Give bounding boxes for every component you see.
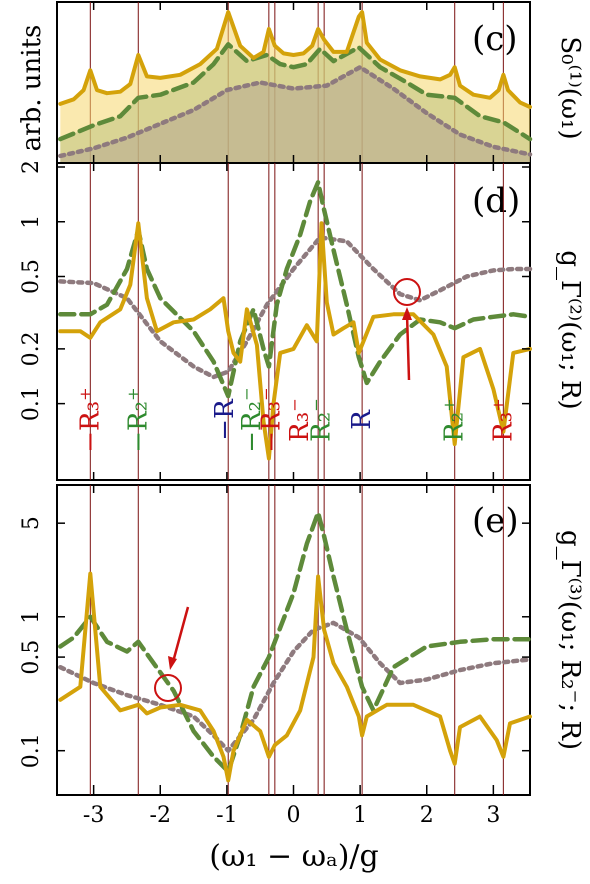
annotation-arrowhead-d [402,307,412,320]
ytick-label-e-1: 0.5 [19,640,44,675]
area-fill-dashed [60,44,530,163]
panel-c-letter: (c) [472,19,518,59]
resonance-label-2: −R [210,398,240,441]
ytick-label-d-2: 0.5 [19,259,44,294]
panel-e-plot [58,485,533,795]
resonance-label-9: R₃⁺ [488,398,518,442]
series-line-e-dotted [58,620,533,753]
xtick-label-1: -2 [150,803,171,828]
resonance-label-3: −R₂⁻ [237,387,267,453]
xtick-label-6: 3 [486,803,500,828]
panel-c: (c) arb. units S₀⁽¹⁾(ω₁) [17,1,585,164]
area-fill-dotted [60,67,530,163]
panel-d-resonance-labels: −R₃⁺ −R₂⁺ −R−R₂⁻−R₃⁻R₃⁻R₂⁻ R R₂⁺ R₃⁺ [75,387,518,453]
resonance-label-0: −R₃⁺ [75,387,105,453]
annotation-d [393,278,421,381]
ytick-label-e-2: 1 [19,610,44,624]
resonance-label-7: R [347,409,377,430]
ytick-label-d-0: 0.1 [19,386,44,421]
xtick-label-4: 1 [353,803,367,828]
annotation-arrow-d [405,313,411,381]
x-axis-label: (ω₁ − ωₐ)/g [209,839,378,874]
xtick-label-5: 2 [420,803,434,828]
panel-e-letter: (e) [472,501,519,541]
panel-c-right-label: S₀⁽¹⁾(ω₁) [555,36,585,139]
series-line-e-solid [58,571,532,783]
series-line-d-solid [58,221,532,461]
resonance-label-4: −R₃⁻ [257,387,287,453]
panel-d-yticks: 0.1 0.2 0.5 1 2 [19,160,530,421]
xtick-label-0: -3 [83,803,104,828]
series-line-d-dotted [58,235,533,380]
resonance-label-8: R₂⁺ [440,398,470,442]
annotation-circle-d [393,278,421,306]
ytick-label-e-3: 5 [19,516,44,530]
panel-e-yticks: 0.1 0.5 1 5 [19,516,530,768]
series-line-c-solid [58,10,532,109]
series-line-c-dashed [58,42,533,142]
panel-d-plot [58,163,533,480]
ytick-label-e-0: 0.1 [19,733,44,768]
ytick-label-d-4: 2 [19,160,44,174]
annotation-e [154,606,190,702]
resonance-label-5: R₃⁻ [285,398,315,442]
xtick-label-2: -1 [216,803,237,828]
series-line-c-dotted [58,64,533,159]
series-line-d-dashed [58,179,533,399]
ytick-label-d-1: 0.2 [19,331,44,366]
resonance-label-1: −R₂⁺ [123,387,153,453]
series-line-e-dashed [58,510,533,774]
panel-e: (e) g_Γ⁽³⁾(ω₁; R₂⁻; R) 0.1 0.5 1 5 -3 -2 -1 0 1… [19,2,585,828]
panel-d-right-label: g_Γ⁽²⁾(ω₁; R) [555,250,585,409]
annotation-arrow-e [171,606,190,663]
annotation-circle-e [154,674,182,702]
x-axis-ticks: -3 -2 -1 0 1 2 3 [83,2,500,828]
panel-d-letter: (d) [472,181,520,221]
annotation-arrowhead-e [168,656,177,670]
panel-e-right-label: g_Γ⁽³⁾(ω₁; R₂⁻; R) [555,530,585,750]
ytick-label-d-3: 1 [19,215,44,229]
panel-c-ylabel: arb. units [17,25,47,152]
panel-c-plot [58,2,533,164]
panel-d: (d) g_Γ⁽²⁾(ω₁; R) 0.10.20.512 −R₃⁺ −R₂⁺ −R… [19,160,585,481]
xtick-label-3: 0 [287,803,301,828]
resonance-label-6: R₂⁻ [306,398,336,442]
